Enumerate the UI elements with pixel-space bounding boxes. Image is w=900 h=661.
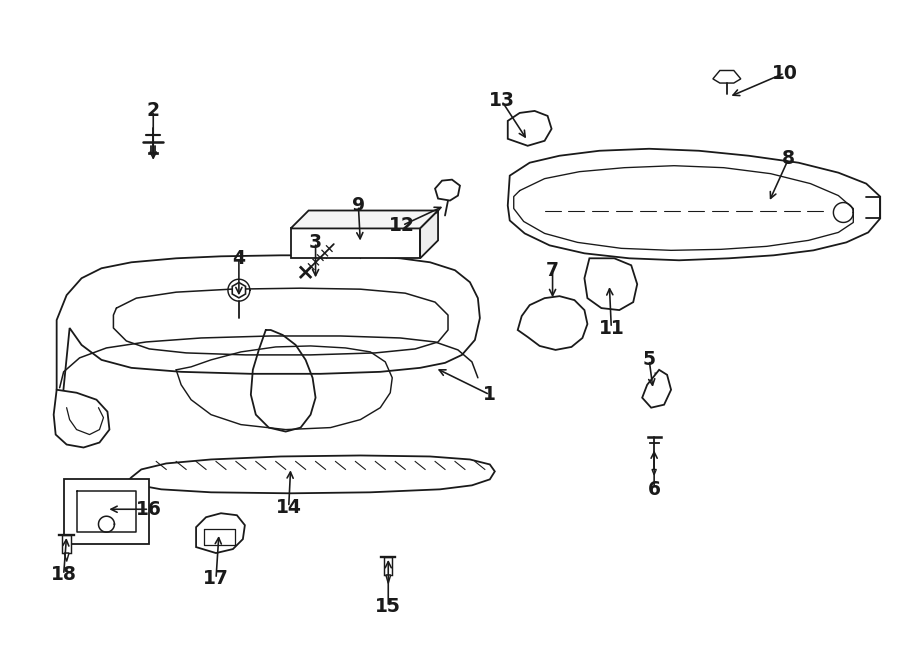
Polygon shape — [508, 149, 880, 260]
Polygon shape — [54, 390, 110, 447]
Text: 8: 8 — [782, 149, 795, 169]
Polygon shape — [420, 210, 438, 258]
Polygon shape — [386, 575, 391, 584]
Polygon shape — [64, 479, 149, 544]
Text: 1: 1 — [483, 385, 496, 405]
Text: 13: 13 — [489, 91, 515, 110]
Polygon shape — [508, 111, 552, 146]
Polygon shape — [652, 469, 656, 475]
Text: 3: 3 — [309, 233, 322, 252]
Text: 5: 5 — [643, 350, 656, 369]
Text: 6: 6 — [648, 480, 661, 499]
Text: 11: 11 — [598, 319, 625, 338]
Polygon shape — [196, 513, 245, 553]
Polygon shape — [232, 282, 246, 298]
Text: 18: 18 — [50, 565, 76, 584]
Text: 17: 17 — [203, 570, 229, 588]
Polygon shape — [713, 71, 741, 83]
Polygon shape — [435, 180, 460, 200]
Polygon shape — [130, 455, 495, 493]
Text: 15: 15 — [375, 598, 401, 616]
Text: 12: 12 — [390, 216, 415, 235]
Polygon shape — [57, 255, 480, 408]
Text: 9: 9 — [352, 196, 365, 215]
Text: 7: 7 — [546, 260, 559, 280]
Text: 14: 14 — [275, 498, 302, 517]
Polygon shape — [518, 296, 588, 350]
Polygon shape — [62, 535, 71, 553]
Polygon shape — [384, 557, 392, 575]
Text: 4: 4 — [232, 249, 246, 268]
Polygon shape — [584, 258, 637, 310]
Text: 16: 16 — [136, 500, 162, 519]
Polygon shape — [291, 229, 420, 258]
Polygon shape — [291, 210, 438, 229]
Text: 2: 2 — [147, 101, 160, 120]
Polygon shape — [64, 553, 69, 561]
Text: 10: 10 — [771, 63, 797, 83]
Polygon shape — [643, 370, 671, 408]
